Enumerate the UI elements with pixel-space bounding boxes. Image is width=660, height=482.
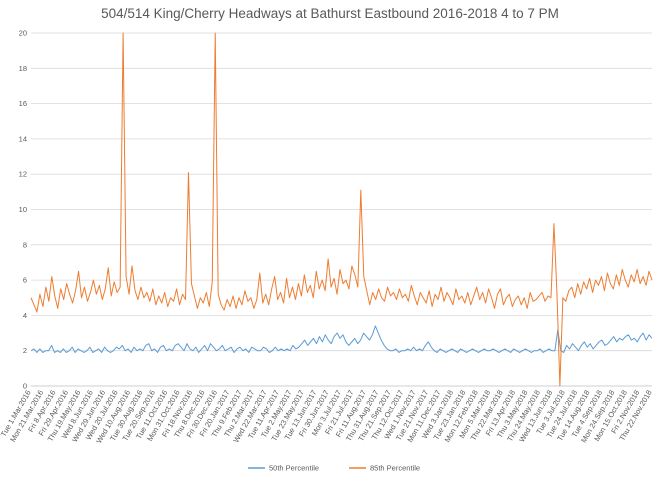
y-tick-label: 2	[23, 346, 27, 355]
y-tick-label: 10	[19, 205, 27, 214]
series-line-50th-percentile	[30, 325, 653, 353]
series-line-85th-percentile	[30, 32, 653, 387]
y-tick-label: 14	[19, 134, 27, 143]
legend-label: 85th Percentile	[370, 464, 420, 473]
legend: 50th Percentile 85th Percentile	[248, 464, 420, 473]
chart-title: 504/514 King/Cherry Headways at Bathurst…	[101, 6, 559, 21]
y-tick-label: 4	[23, 311, 27, 320]
gridlines	[31, 32, 652, 387]
y-tick-label: 20	[19, 29, 27, 38]
y-tick-label: 8	[23, 240, 27, 249]
series-lines	[30, 32, 653, 387]
legend-label: 50th Percentile	[269, 464, 319, 473]
y-tick-label: 12	[19, 170, 27, 179]
y-axis-ticks: 0 2 4 6 8 10 12 14 16 18 20	[19, 29, 27, 391]
y-tick-label: 0	[23, 382, 27, 391]
y-tick-label: 6	[23, 276, 27, 285]
y-tick-label: 16	[19, 99, 27, 108]
y-tick-label: 18	[19, 64, 27, 73]
